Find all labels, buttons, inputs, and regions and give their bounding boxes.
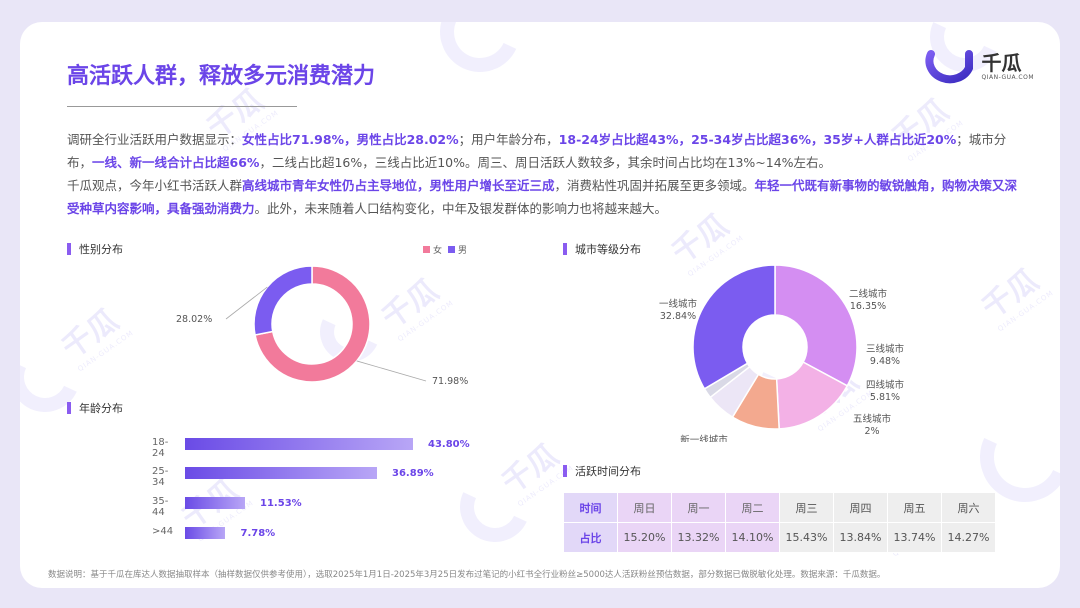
summary-segment: 18-24岁占比超43%，25-34岁占比超36%，35岁+人群占比近20% (558, 132, 957, 147)
table-column-header: 周六 (941, 492, 996, 523)
logo: 千瓜 QIAN-GUA.COM (925, 46, 1034, 86)
age-bar (185, 467, 378, 479)
watermark-arc (428, 22, 532, 84)
table-cell: 14.10% (725, 522, 780, 553)
viewpoint-paragraph: 千瓜观点，今年小红书活跃人群高线城市青年女性仍占主导地位，男性用户增长至近三成，… (67, 174, 1027, 220)
logo-text: 千瓜 (981, 50, 1022, 75)
age-value-label: 36.89% (392, 468, 434, 479)
city-category-label: 新一线城市 (680, 434, 728, 442)
viewpoint-segment: 年轻一代既有新事物的敏锐触角，购物决策又深受种草内容影响，具备强劲消费力 (67, 178, 1018, 216)
table-column-header: 周三 (779, 492, 834, 523)
watermark-text: 千瓜 (975, 262, 1045, 326)
viewpoint-segment: 。此外，未来随着人口结构变化，中年及银发群体的影响力也将越来越大。 (254, 201, 668, 216)
legend-swatch-male (448, 246, 456, 253)
age-bar (185, 438, 413, 450)
table-row-header: 时间 (563, 492, 618, 523)
table-cell: 14.27% (941, 522, 996, 553)
legend-swatch-female (423, 246, 430, 253)
gender-leader-line (356, 360, 427, 382)
age-category-label: 35-44 (152, 496, 169, 518)
gender-donut-chart: 71.98% 28.02% (176, 265, 468, 387)
report-card: 千瓜 QIAN-GUA.COM 千瓜 QIAN-GUA.COM 千瓜 QIAN-GUA.C… (20, 22, 1060, 588)
summary-segment: 调研全行业活跃用户数据显示： (67, 132, 243, 147)
data-note: 数据说明：基于千瓜在库达人数据抽取样本（抽样数据仅供参考使用），选取2025年1… (48, 570, 886, 580)
city-slice (692, 264, 776, 390)
summary-segment: ；用户年龄分布， (458, 132, 559, 147)
table-column-header: 周日 (617, 492, 672, 523)
gender-slice-label: 71.98% (432, 376, 468, 387)
city-slice (775, 361, 849, 430)
table-cell: 13.32% (671, 522, 726, 553)
watermark-text: 千瓜 (495, 437, 565, 501)
watermark-arc (450, 462, 540, 552)
viewpoint-segment: ，消费粘性巩固并拓展至更多领域。 (554, 178, 755, 193)
time-section-title: 活跃时间分布 (563, 463, 641, 479)
age-value-label: 43.80% (428, 439, 470, 450)
table-row-header: 占比 (563, 522, 618, 553)
gender-leader-line (225, 286, 268, 320)
city-category-label: 二线城市 (849, 288, 888, 300)
city-value-label: 32.84% (660, 311, 696, 322)
city-section-title: 城市等级分布 (563, 241, 641, 257)
city-value-label: 9.48% (870, 356, 900, 367)
viewpoint-segment: 千瓜观点，今年小红书活跃人群 (67, 178, 243, 193)
table-column-header: 周四 (833, 492, 888, 523)
legend-label-female: 女 (433, 246, 443, 256)
logo-mark-icon (925, 50, 974, 84)
summary-segment: ；城市分布， (67, 132, 1007, 170)
age-section-title: 年龄分布 (67, 400, 123, 416)
table-cell: 15.43% (779, 522, 834, 553)
table-column-header: 周二 (725, 492, 780, 523)
title-underline (67, 106, 297, 107)
city-category-label: 五线城市 (853, 413, 892, 425)
logo-subtext: QIAN-GUA.COM (981, 73, 1034, 81)
age-category-label: >44 (152, 526, 174, 537)
age-bar (185, 527, 226, 539)
gender-slice (254, 265, 371, 383)
table-cell: 15.20% (617, 522, 672, 553)
viewpoint-segment: 高线城市青年女性仍占主导地位，男性用户增长至近三成 (242, 178, 555, 193)
age-category-label: 25-34 (152, 466, 169, 488)
gender-section-title: 性别分布 (67, 241, 123, 257)
time-distribution-table: 时间 周日 周一 周二 周三 周四 周五 周六占比 15.20% 13.32% 14.10% 15.4… (563, 492, 996, 553)
table-column-header: 周一 (671, 492, 726, 523)
city-value-label: 2% (864, 426, 879, 437)
watermark-subtext: QIAN-GUA.COM (76, 328, 136, 374)
age-value-label: 7.78% (240, 528, 276, 539)
watermark-subtext: QIAN-GUA.COM (996, 288, 1056, 334)
age-category-label: 18-24 (152, 437, 169, 459)
summary-paragraph: 调研全行业活跃用户数据显示：女性占比71.98%，男性占比28.02%；用户年龄… (67, 128, 1027, 174)
table-cell: 13.84% (833, 522, 888, 553)
city-slice (774, 264, 858, 387)
table-column-header: 周五 (887, 492, 942, 523)
table-cell: 13.74% (887, 522, 942, 553)
gender-slice-label: 28.02% (176, 314, 212, 325)
summary-segment: 女性占比71.98%，男性占比28.02% (242, 132, 459, 147)
page-title: 高活跃人群，释放多元消费潜力 (67, 64, 376, 89)
gender-legend: 女 男 (423, 243, 467, 256)
watermark-text: 千瓜 (55, 302, 125, 366)
city-category-label: 三线城市 (866, 343, 905, 355)
age-value-label: 11.53% (260, 498, 302, 509)
summary-segment: ，二线占比超16%，三线占比近10%。周三、周日活跃人数较多，其余时间占比均在1… (259, 155, 832, 170)
city-category-label: 一线城市 (659, 298, 698, 310)
city-value-label: 16.35% (850, 301, 886, 312)
city-value-label: 5.81% (870, 392, 900, 403)
legend-label-male: 男 (458, 246, 468, 256)
gender-slice (253, 265, 313, 336)
summary-segment: 一线、新一线合计占比超66% (92, 155, 260, 170)
age-bar (185, 497, 246, 509)
city-category-label: 四线城市 (866, 379, 905, 391)
